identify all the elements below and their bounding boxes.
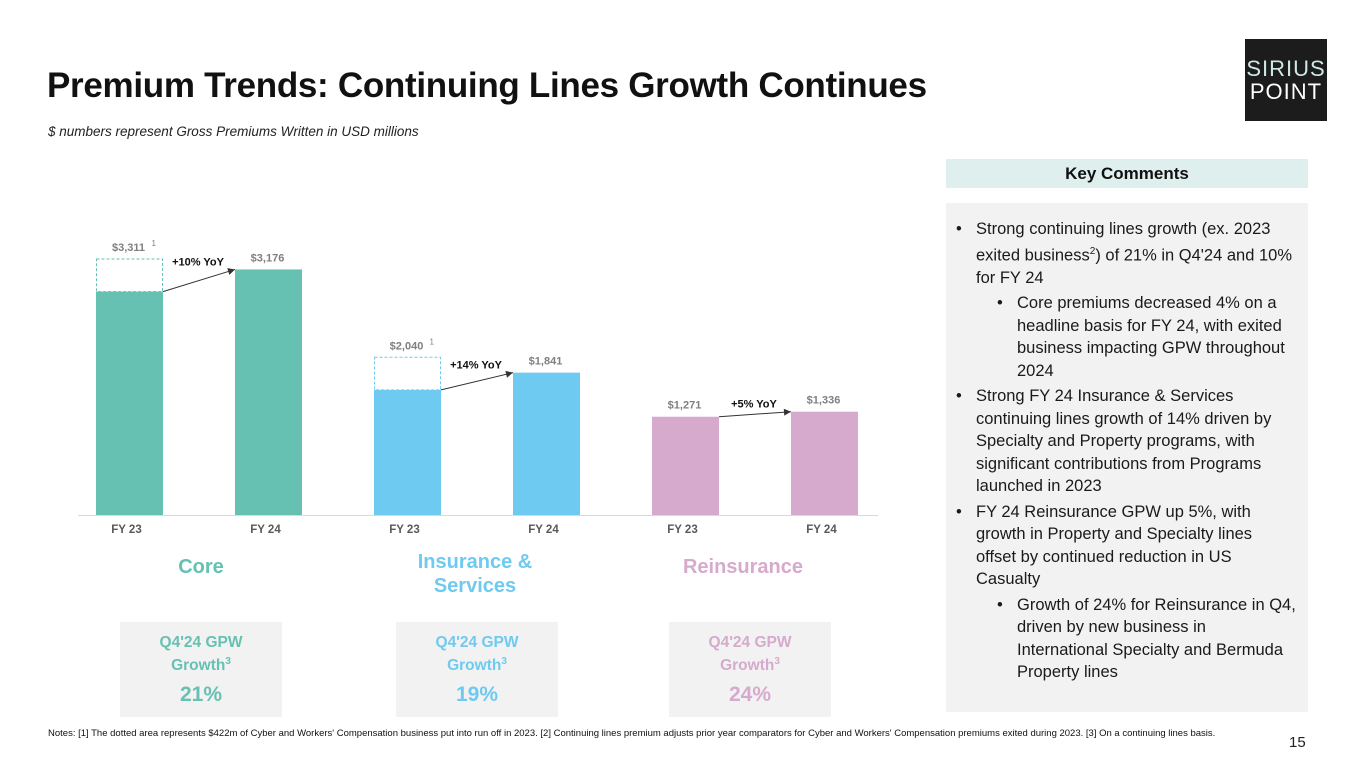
footnote-ref: 3 [774, 656, 780, 667]
card-line2: Growth [720, 657, 775, 675]
bar-value-label: $1,271 [668, 400, 702, 412]
company-logo: SIRIUS POINT [1245, 39, 1327, 121]
key-comments-heading: Key Comments [946, 159, 1308, 188]
bar-core-fy24 [235, 269, 302, 515]
page-number: 15 [1289, 734, 1306, 751]
footnote-ref: 1 [430, 337, 435, 346]
bar-insurance-services-fy23 [374, 389, 441, 515]
yoy-arrow-line [718, 411, 792, 418]
yoy-label: +5% YoY [731, 399, 777, 411]
footnotes: Notes: [1] The dotted area represents $4… [48, 728, 1216, 739]
bar-value-label: $1,841 [529, 356, 563, 368]
segment-label-insurance: Insurance & Services [390, 550, 560, 598]
x-tick-label: FY 24 [250, 524, 281, 536]
bar-reinsurance-fy24 [791, 411, 858, 515]
bar-value-label: $3,311 [112, 242, 145, 254]
footnote-ref: 1 [152, 239, 157, 248]
card-line1: Q4'24 GPW [708, 634, 792, 651]
growth-card-insurance: Q4'24 GPW Growth3 19% [396, 622, 558, 717]
comment-bullet: Strong FY 24 Insurance & Services contin… [946, 385, 1308, 498]
yoy-arrow-line [162, 268, 236, 293]
card-value: 24% [728, 683, 772, 707]
yoy-label: +10% YoY [172, 256, 225, 268]
comment-sub-bullet: Growth of 24% for Reinsurance in Q4, dri… [946, 594, 1308, 684]
x-tick-label: FY 23 [667, 524, 697, 536]
segment-label-core: Core [178, 556, 224, 578]
x-tick-label: FY 24 [806, 524, 837, 536]
card-line2: Growth [171, 657, 226, 675]
key-comments-panel: Strong continuing lines growth (ex. 2023… [946, 203, 1308, 712]
segment-label-insurance-line1: Insurance & [417, 551, 533, 573]
yoy-arrow-line [440, 372, 514, 391]
card-value: 19% [455, 683, 499, 707]
card-value: 21% [179, 683, 223, 707]
card-line1: Q4'24 GPW [159, 634, 243, 651]
bar-value-label: $3,176 [251, 252, 285, 264]
footnote-ref: 3 [225, 656, 231, 667]
comment-sub-bullet: Core premiums decreased 4% on a headline… [946, 292, 1308, 382]
segment-label-insurance-line2: Services [433, 575, 517, 597]
bar-value-label: $2,040 [390, 340, 424, 352]
card-line2: Growth [447, 657, 502, 675]
comment-bullet: FY 24 Reinsurance GPW up 5%, with growth… [946, 501, 1308, 591]
logo-line-2: POINT [1249, 79, 1323, 104]
bar-core-fy23 [96, 291, 163, 515]
comment-bullet: Strong continuing lines growth (ex. 2023… [946, 218, 1308, 289]
yoy-label: +14% YoY [450, 360, 503, 372]
x-tick-label: FY 24 [528, 524, 559, 536]
logo-line-1: SIRIUS [1246, 56, 1326, 81]
bar-value-label: $1,336 [807, 395, 841, 407]
growth-card-reinsurance: Q4'24 GPW Growth3 24% [669, 622, 831, 717]
yoy-arrow-head [227, 268, 235, 275]
premium-bar-chart: $3,311 1 FY 23 $3,176 FY 24 +10% YoY $2,040 1 FY… [78, 239, 878, 536]
segment-label-reinsurance: Reinsurance [682, 556, 804, 578]
page-title: Premium Trends: Continuing Lines Growth … [47, 66, 927, 105]
yoy-arrow-head [505, 370, 513, 378]
dotted-runoff-area [96, 258, 163, 293]
x-tick-label: FY 23 [111, 524, 141, 536]
dotted-runoff-area [374, 356, 441, 391]
growth-card-core: Q4'24 GPW Growth3 21% [120, 622, 282, 717]
bar-insurance-services-fy24 [513, 372, 580, 515]
x-tick-label: FY 23 [389, 524, 419, 536]
yoy-arrow-head [783, 408, 791, 416]
bar-reinsurance-fy23 [652, 416, 719, 515]
card-line1: Q4'24 GPW [435, 634, 519, 651]
footnote-ref: 3 [501, 656, 507, 667]
page-subtitle: $ numbers represent Gross Premiums Writt… [48, 124, 419, 139]
